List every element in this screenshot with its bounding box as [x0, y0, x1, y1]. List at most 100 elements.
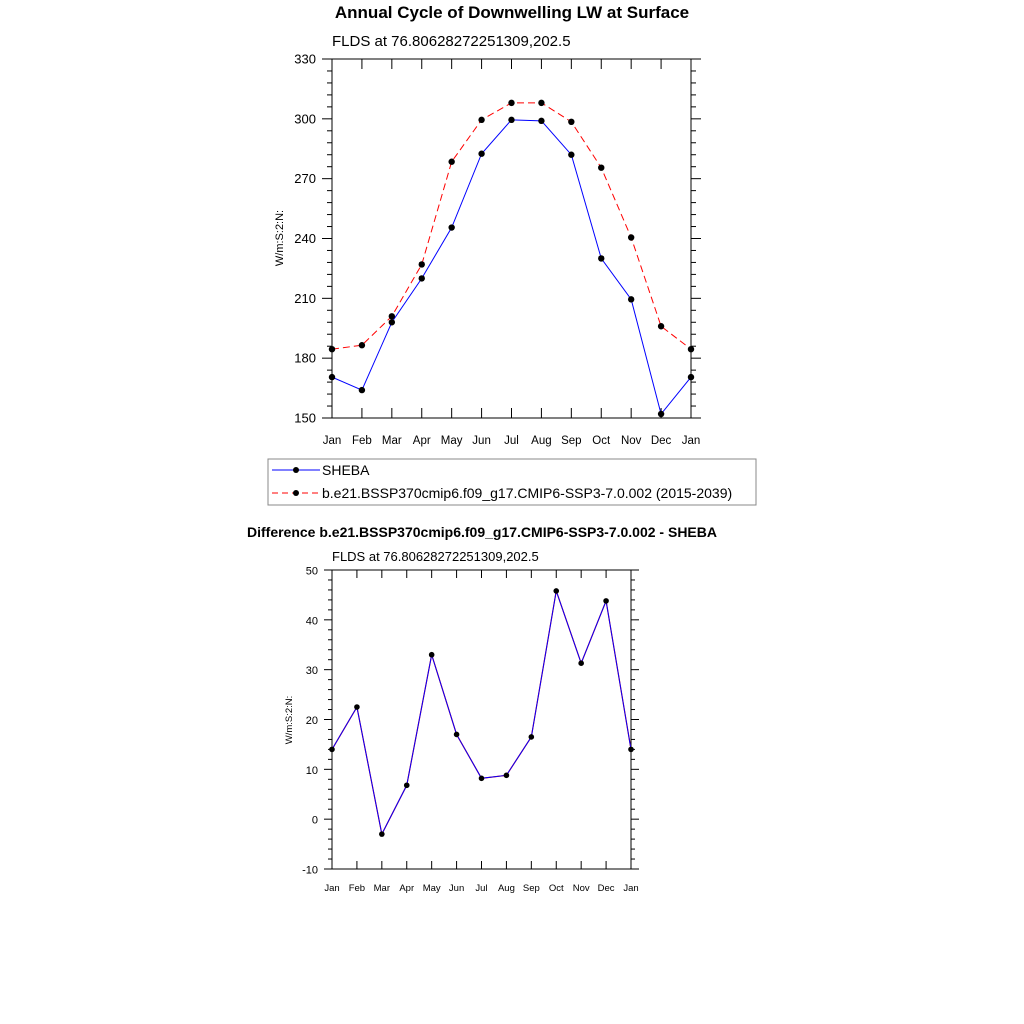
series-0-point [388, 319, 396, 326]
x-tick-label: Feb [352, 435, 372, 447]
y-tick-labels: 150 180 210 240 270 300 330 [294, 52, 316, 426]
y-tick-label: 30 [306, 665, 318, 677]
x-tick-label: Nov [621, 435, 642, 447]
series-0-line [331, 119, 692, 416]
x-tick-label: Jan [682, 435, 701, 447]
x-tick-label: Jan [623, 883, 638, 894]
plot-frame [331, 569, 632, 870]
series-layer [328, 99, 695, 418]
y-tick-label: 40 [306, 615, 318, 627]
x-tick-label: Sep [561, 435, 581, 447]
x-tick-label: Jul [475, 883, 487, 894]
series-0-point [598, 255, 605, 262]
difference-series-point [528, 734, 535, 740]
chart-title: Difference b.e21.BSSP370cmip6.f09_g17.CM… [247, 524, 717, 540]
x-tick-label: Jun [449, 883, 464, 894]
x-tick-label: Jan [323, 435, 342, 447]
series-1-line [331, 102, 692, 350]
series-1-point [388, 313, 396, 320]
difference-series-point [354, 704, 360, 710]
x-tick-labels: Jan Feb Mar Apr May Jun Jul Aug Sep Oct Nov Dec Jan [323, 435, 701, 447]
axis-ticks [324, 569, 639, 870]
y-tick-label: 50 [306, 566, 318, 578]
series-0-point [448, 224, 455, 231]
x-tick-labels: Jan Feb Mar Apr May Jun Jul Aug Sep Oct Nov Dec Jan [324, 883, 638, 894]
series-1-point [568, 118, 575, 126]
difference-series-point [503, 772, 510, 779]
chart-title: Annual Cycle of Downwelling LW at Surfac… [335, 3, 689, 22]
series-1-point [358, 342, 366, 349]
y-tick-label: 240 [294, 231, 316, 246]
series-1-point [598, 164, 605, 171]
series-1-point [448, 158, 455, 165]
series-0-point [657, 410, 665, 418]
y-tick-label: 270 [294, 171, 316, 186]
x-tick-label: Sep [523, 883, 540, 894]
difference-series-point [478, 775, 485, 782]
y-tick-labels: -10 0 10 20 30 40 50 [302, 566, 318, 877]
series-1-point [627, 234, 635, 241]
y-tick-label: 10 [306, 765, 318, 777]
y-tick-label: -10 [302, 865, 318, 877]
series-1-point [687, 345, 695, 353]
y-tick-label: 180 [294, 351, 316, 366]
x-tick-label: Oct [549, 883, 564, 894]
series-layer [329, 588, 634, 837]
legend-marker-sheba [293, 467, 299, 473]
difference-series-point [403, 782, 410, 789]
y-tick-label: 20 [306, 715, 318, 727]
series-1-point [328, 345, 336, 353]
x-tick-label: Aug [531, 435, 551, 447]
legend-box [267, 458, 757, 506]
x-tick-label: Mar [382, 435, 402, 447]
y-tick-label: 300 [294, 111, 316, 126]
series-0-point [687, 373, 695, 381]
y-axis-label: W/m:S:2:N: [274, 210, 286, 266]
y-tick-label: 0 [312, 815, 318, 827]
x-tick-label: Apr [399, 883, 414, 894]
x-tick-label: Jul [504, 435, 519, 447]
series-1-point [478, 116, 485, 124]
x-tick-label: Nov [573, 883, 590, 894]
difference-series-line [331, 590, 632, 836]
series-0-point [418, 275, 425, 282]
legend-label-model: b.e21.BSSP370cmip6.f09_g17.CMIP6-SSP3-7.… [322, 485, 732, 501]
difference-series-point [628, 746, 634, 753]
difference-series-point [329, 746, 335, 753]
axis-ticks [322, 58, 701, 419]
legend-label-sheba: SHEBA [322, 462, 370, 478]
x-tick-label: Apr [413, 435, 431, 447]
difference-series-point [603, 598, 609, 604]
chart-subtitle: FLDS at 76.80628272251309,202.5 [332, 33, 571, 50]
difference-series-point [379, 831, 385, 837]
x-tick-label: Feb [349, 883, 365, 894]
x-tick-label: Aug [498, 883, 515, 894]
series-1-point [657, 323, 665, 330]
series-0-point [328, 373, 336, 381]
series-1-point [508, 99, 515, 107]
series-0-point [478, 150, 485, 157]
difference-chart: Difference b.e21.BSSP370cmip6.f09_g17.CM… [247, 524, 717, 894]
y-tick-label: 150 [294, 411, 316, 426]
x-tick-label: May [423, 883, 441, 894]
difference-series-line-under [331, 590, 632, 836]
y-tick-label: 330 [294, 52, 316, 67]
x-tick-label: Dec [651, 435, 672, 447]
x-tick-label: Oct [592, 435, 611, 447]
x-tick-label: Dec [598, 883, 615, 894]
series-0-point [508, 116, 515, 124]
y-axis-label: W/m:S:2:N: [284, 696, 295, 745]
x-tick-label: May [441, 435, 463, 447]
series-1-point [418, 261, 425, 268]
x-tick-label: Jan [324, 883, 339, 894]
annual-cycle-chart: Annual Cycle of Downwelling LW at Surfac… [267, 3, 757, 506]
x-tick-label: Mar [374, 883, 390, 894]
difference-series-point [578, 660, 584, 666]
difference-series-point [428, 651, 435, 658]
series-0-point [538, 117, 545, 125]
legend-marker-model [293, 490, 299, 496]
series-0-point [568, 151, 575, 158]
chart-subtitle: FLDS at 76.80628272251309,202.5 [332, 549, 539, 564]
plot-frame [331, 58, 692, 419]
